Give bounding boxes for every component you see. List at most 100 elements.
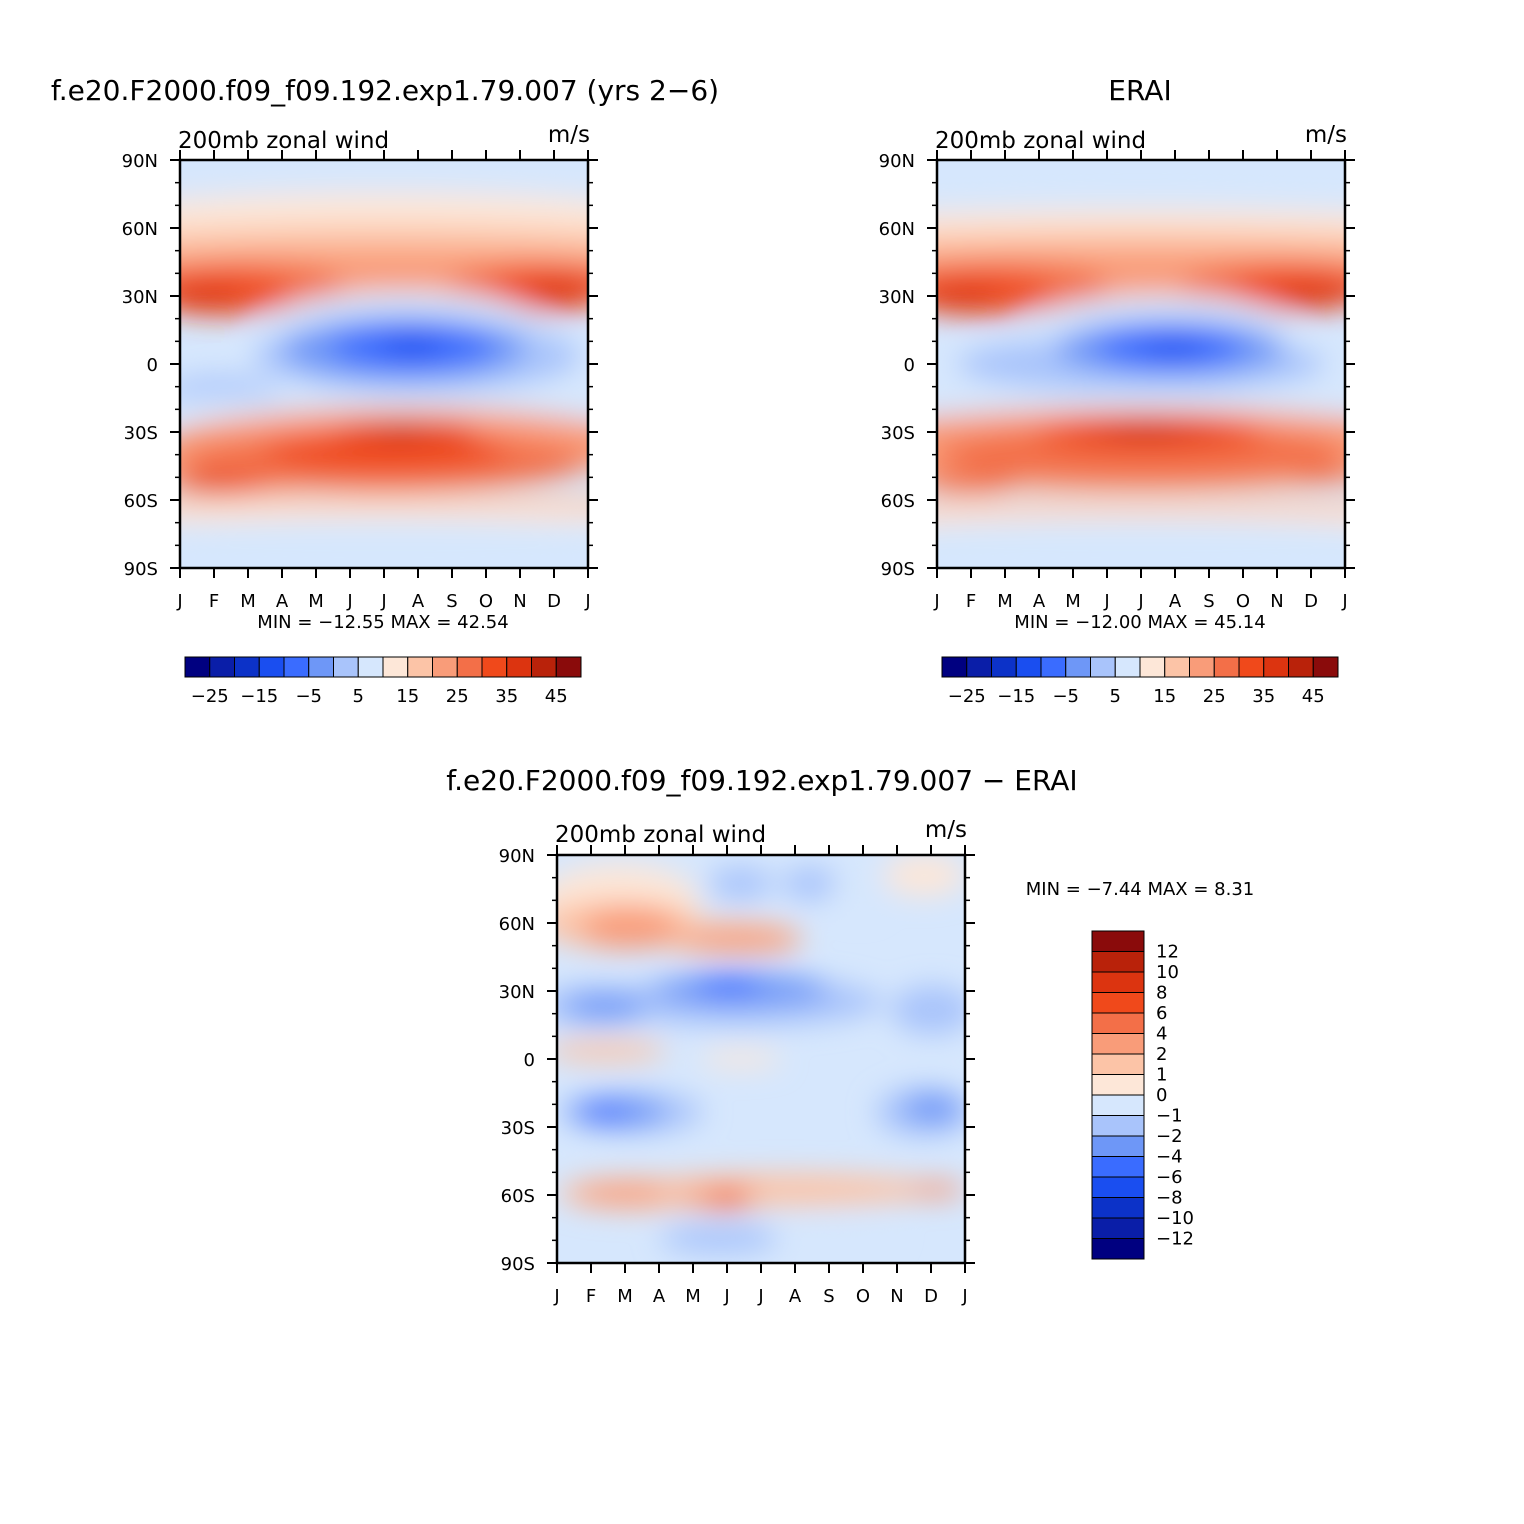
erai-x-tick-label: A <box>1033 591 1046 612</box>
diff-x-tick-label: A <box>789 1286 802 1307</box>
erai-colorbar-swatch <box>1164 656 1190 678</box>
diff-x-tick-label: M <box>617 1286 633 1307</box>
diff-colorbar-label: 10 <box>1156 962 1179 983</box>
diff-colorbar-label: −10 <box>1156 1208 1194 1229</box>
model-colorbar-label: −25 <box>191 686 229 707</box>
diff-colorbar-swatch <box>1091 971 1145 993</box>
diff-contour-region-28 <box>659 1224 782 1253</box>
model-colorbar-label: 15 <box>396 686 419 707</box>
erai-contour-region-20 <box>1112 427 1178 436</box>
erai-y-tick-label: 90S <box>881 559 915 580</box>
model-colorbar: −25 −15 −5 5 15 25 35 45 <box>184 656 582 707</box>
model-colorbar-label: 5 <box>353 686 364 707</box>
erai-colorbar-swatch <box>1189 656 1215 678</box>
erai-x-tick-label: J <box>1137 591 1143 612</box>
diff-colorbar-swatch <box>1091 1197 1145 1219</box>
diff-colorbar-swatch <box>1091 992 1145 1014</box>
model-x-tick-label: J <box>176 591 182 612</box>
model-x-tick-label: J <box>346 591 352 612</box>
diff-colorbar-swatch <box>1091 1176 1145 1198</box>
diff-colorbar-label: 8 <box>1156 983 1167 1004</box>
model-variable-label: 200mb zonal wind <box>178 128 389 154</box>
erai-y-tick-label: 90N <box>879 151 915 172</box>
model-x-tick-label: N <box>513 591 526 612</box>
model-colorbar-swatch <box>209 656 235 678</box>
model-x-tick-label: O <box>479 591 493 612</box>
erai-x-tick-label: J <box>1103 591 1109 612</box>
diff-colorbar-label: 2 <box>1156 1044 1167 1065</box>
diff-panel-title: f.e20.F2000.f09_f09.192.exp1.79.007 − ER… <box>446 764 1077 797</box>
erai-contour-region-15 <box>937 390 1345 415</box>
diff-colorbar-swatch <box>1091 1033 1145 1055</box>
diff-colorbar-label: 1 <box>1156 1065 1167 1086</box>
diff-colorbar-swatch <box>1091 951 1145 973</box>
diff-contour-region-13 <box>695 975 761 996</box>
erai-colorbar-swatch <box>1090 656 1116 678</box>
diff-contour-region-5 <box>679 928 802 953</box>
erai-contour-region-14 <box>1141 339 1207 356</box>
diff-contour-region-26 <box>907 1181 965 1198</box>
diff-x-tick-label: M <box>685 1286 701 1307</box>
diff-colorbar-label: 6 <box>1156 1003 1167 1024</box>
erai-x-tick-label: D <box>1304 591 1318 612</box>
erai-colorbar-label: 45 <box>1302 686 1325 707</box>
erai-units-label: m/s <box>1305 122 1347 148</box>
diff-contour-region-21 <box>903 1093 961 1123</box>
model-x-tick-label: A <box>412 591 425 612</box>
diff-contour-region-29 <box>773 1222 896 1247</box>
model-contour-region-27 <box>180 519 588 568</box>
model-x-tick-label: F <box>209 591 219 612</box>
model-colorbar-swatch <box>308 656 334 678</box>
erai-colorbar-swatch <box>1312 656 1339 678</box>
diff-colorbar-label: −1 <box>1156 1106 1183 1127</box>
model-colorbar-label: 25 <box>446 686 469 707</box>
diff-y-tick-label: 30N <box>499 982 535 1003</box>
model-contour-fills <box>180 160 588 568</box>
diff-y-tick-label: 90N <box>499 846 535 867</box>
erai-contour-region-0 <box>937 160 1345 226</box>
diff-x-tick-label: D <box>924 1286 938 1307</box>
erai-x-tick-label: J <box>933 591 939 612</box>
diff-x-tick-label: S <box>823 1286 834 1307</box>
diff-colorbar-swatch <box>1091 1053 1145 1075</box>
diff-x-tick-label: O <box>856 1286 870 1307</box>
diff-x-tick-label: J <box>757 1286 763 1307</box>
diff-contour-region-14 <box>891 985 965 1035</box>
erai-colorbar-swatch <box>1114 656 1141 678</box>
diff-colorbar-swatch <box>1091 1217 1145 1239</box>
model-contour-region-20 <box>261 429 507 471</box>
erai-colorbar: −25 −15 −5 5 15 25 35 45 <box>941 656 1339 707</box>
erai-contour-region-8 <box>937 286 999 307</box>
erai-colorbar-swatch <box>1263 656 1289 678</box>
erai-panel-title: ERAI <box>1108 74 1171 107</box>
model-y-tick-label: 90S <box>124 559 158 580</box>
erai-colorbar-swatch <box>966 656 992 678</box>
model-colorbar-swatch <box>382 656 409 678</box>
erai-colorbar-label: 5 <box>1110 686 1121 707</box>
model-colorbar-label: 35 <box>495 686 518 707</box>
diff-x-tick-label: F <box>586 1286 596 1307</box>
model-contour-region-22 <box>375 426 425 437</box>
diff-colorbar-label: −4 <box>1156 1147 1183 1168</box>
diff-contour-region-8 <box>834 863 884 913</box>
model-y-tick-label: 90N <box>122 151 158 172</box>
erai-colorbar-label: 15 <box>1153 686 1176 707</box>
diff-colorbar-label: −12 <box>1156 1229 1194 1250</box>
model-contour-region-9 <box>526 280 588 301</box>
erai-x-tick-label: N <box>1270 591 1283 612</box>
diff-colorbar-label: −6 <box>1156 1167 1183 1188</box>
model-colorbar-label: 45 <box>545 686 568 707</box>
model-colorbar-swatch <box>333 656 359 678</box>
diff-y-tick-label: 0 <box>524 1050 535 1071</box>
diff-contour-region-7 <box>781 867 839 900</box>
erai-colorbar-swatch <box>1040 656 1067 678</box>
erai-colorbar-label: 25 <box>1203 686 1226 707</box>
model-x-tick-label: A <box>276 591 289 612</box>
model-contour-region-26 <box>180 506 588 524</box>
erai-colorbar-swatch <box>1065 656 1091 678</box>
erai-colorbar-swatch <box>991 656 1017 678</box>
diff-colorbar-label: 4 <box>1156 1024 1167 1045</box>
